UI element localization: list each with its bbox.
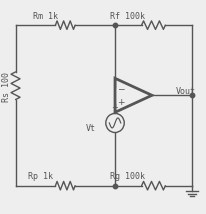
Text: Rg 100k: Rg 100k	[109, 172, 144, 181]
Text: Rp 1k: Rp 1k	[28, 172, 52, 181]
Text: +: +	[111, 103, 117, 112]
Text: Vt: Vt	[85, 124, 95, 133]
Text: Rm 1k: Rm 1k	[33, 12, 57, 21]
Text: −: −	[117, 84, 124, 93]
Text: Rs 100: Rs 100	[2, 72, 11, 102]
Text: Vout: Vout	[175, 86, 195, 96]
Text: +: +	[117, 98, 124, 107]
Text: Rf 100k: Rf 100k	[109, 12, 144, 21]
